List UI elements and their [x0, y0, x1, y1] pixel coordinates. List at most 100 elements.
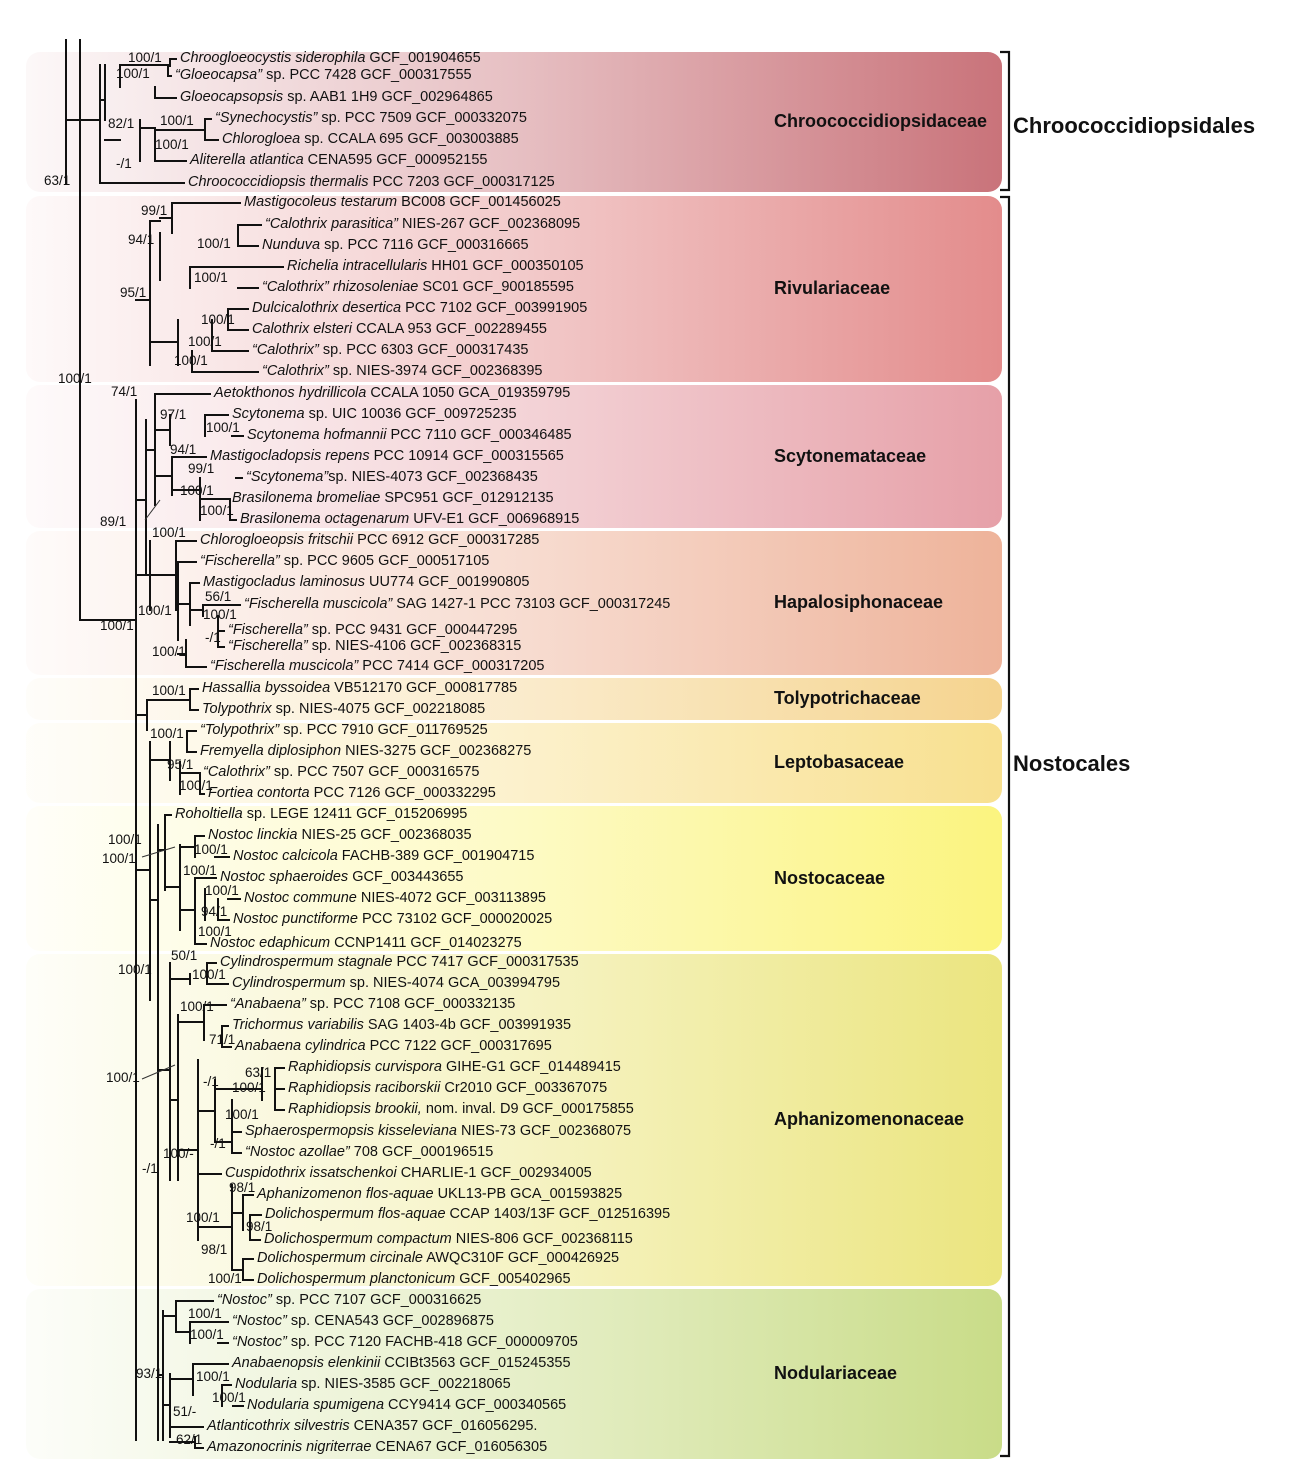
support-value: 95/1 [120, 285, 147, 300]
taxon-label: Tolypothrix sp. NIES-4075 GCF_002218085 [202, 701, 486, 717]
support-value: 51/- [173, 1404, 197, 1419]
taxon-label: Richelia intracellularis HH01 GCF_000350… [287, 258, 584, 274]
family-label: Rivulariaceae [774, 278, 891, 298]
taxon-label: Roholtiella sp. LEGE 12411 GCF_015206995 [175, 806, 468, 822]
support-value: 97/1 [160, 407, 187, 422]
family-label: Nodulariaceae [774, 1363, 898, 1383]
taxon-label: Trichormus variabilis SAG 1403-4b GCF_00… [232, 1017, 572, 1033]
support-value: 100/1 [232, 1080, 266, 1095]
taxon-label: “Calothrix parasitica” NIES-267 GCF_0023… [265, 216, 581, 232]
taxon-label: Nodularia spumigena CCY9414 GCF_00034056… [247, 1397, 567, 1413]
support-value: 100/1 [201, 312, 235, 327]
family-band-chroococcidiopsidaceae [26, 52, 1002, 192]
family-label: Leptobasaceae [774, 752, 905, 772]
family-band-tolypotrichaceae [26, 678, 1002, 720]
taxon-label: Cylindrospermum stagnale PCC 7417 GCF_00… [220, 954, 579, 970]
support-value: 100/1 [58, 371, 92, 386]
taxon-label: “Calothrix” sp. NIES-3974 GCF_002368395 [262, 363, 543, 379]
taxon-label: “Gloeocapsa” sp. PCC 7428 GCF_000317555 [175, 67, 472, 83]
family-label: Scytonemataceae [774, 445, 927, 466]
taxon-label: Cuspidothrix issatschenkoi CHARLIE-1 GCF… [225, 1165, 592, 1181]
taxon-label: “Calothrix” rhizosoleniae SC01 GCF_90018… [262, 279, 574, 295]
taxon-label: Calothrix elsteri CCALA 953 GCF_00228945… [252, 321, 547, 337]
support-value: 100/1 [160, 113, 194, 128]
taxon-label: Dolichospermum circinale AWQC310F GCF_00… [257, 1250, 620, 1266]
taxon-label: Chroococcidiopsis thermalis PCC 7203 GCF… [188, 174, 555, 190]
taxon-label: Nostoc punctiforme PCC 73102 GCF_0000200… [233, 911, 553, 927]
support-value: 100/1 [197, 236, 231, 251]
taxon-label: Fortiea contorta PCC 7126 GCF_000332295 [208, 785, 496, 801]
support-value: 100/1 [152, 525, 186, 540]
support-value: 100/1 [116, 66, 150, 81]
support-value: 100/1 [212, 1390, 246, 1405]
support-value: 100/1 [200, 503, 234, 518]
support-value: 100/1 [108, 832, 142, 847]
family-band-nodulariaceae [26, 1289, 1002, 1459]
family-label: Aphanizomenonaceae [774, 1109, 965, 1129]
support-value: 100/1 [198, 924, 232, 939]
support-value: 94/1 [201, 904, 228, 919]
support-value: 50/1 [171, 948, 198, 963]
family-band-scytonemataceae [26, 385, 1002, 528]
support-value: 62/1 [176, 1432, 203, 1447]
support-value: -/1 [116, 156, 132, 171]
taxon-label: Aphanizomenon flos-aquae UKL13-PB GCA_00… [257, 1186, 623, 1202]
taxon-label: Chlorogloeopsis fritschii PCC 6912 GCF_0… [200, 532, 540, 548]
order-bracket [1000, 195, 1011, 1458]
taxon-label: Mastigocoleus testarum BC008 GCF_0014560… [244, 194, 561, 210]
support-value: 100/1 [188, 334, 222, 349]
taxon-label: “Fischerella muscicola” PCC 7414 GCF_000… [210, 658, 545, 674]
support-value: 100/1 [174, 353, 208, 368]
taxon-label: Raphidiopsis raciborskii Cr2010 GCF_0033… [288, 1080, 608, 1096]
taxon-label: Brasilonema bromeliae SPC951 GCF_0129121… [232, 490, 554, 506]
support-value: 95/1 [167, 757, 194, 772]
support-value: -/1 [205, 630, 221, 645]
family-band-hapalosiphonaceae [26, 531, 1002, 675]
support-value: 82/1 [108, 116, 135, 131]
support-value: 94/1 [128, 232, 155, 247]
taxon-label: Nunduva sp. PCC 7116 GCF_000316665 [262, 237, 529, 253]
support-value: 100/1 [150, 726, 184, 741]
family-label: Hapalosiphonaceae [774, 592, 944, 612]
support-value: 94/1 [170, 442, 197, 457]
taxon-label: Anabaena cylindrica PCC 7122 GCF_0003176… [235, 1038, 552, 1054]
support-value: 98/1 [246, 1219, 273, 1234]
support-value: 100/1 [194, 842, 228, 857]
taxon-label: Brasilonema octagenarum UFV-E1 GCF_00696… [240, 511, 580, 527]
support-value: 100/1 [100, 618, 134, 633]
taxon-label: Gloeocapsopsis sp. AAB1 1H9 GCF_00296486… [180, 89, 493, 105]
taxon-label: “Fischerella muscicola” SAG 1427-1 PCC 7… [244, 596, 671, 612]
taxon-label: Dolichospermum compactum NIES-806 GCF_00… [264, 1231, 633, 1247]
family-band-aphanizomenonaceae [26, 954, 1002, 1286]
taxon-label: “Nostoc” sp. CENA543 GCF_002896875 [232, 1313, 494, 1329]
support-value: 100/1 [180, 483, 214, 498]
support-value: 74/1 [111, 384, 138, 399]
support-value: 98/1 [229, 1180, 256, 1195]
taxon-label: Cylindrospermum sp. NIES-4074 GCA_003994… [232, 975, 561, 991]
support-pointer [141, 1064, 176, 1080]
taxon-label: Nostoc calcicola FACHB-389 GCF_001904715 [233, 848, 535, 864]
support-value: 100/- [163, 1146, 194, 1161]
support-value: 100/1 [179, 778, 213, 793]
support-value: 100/1 [196, 1369, 230, 1384]
support-value: 89/1 [100, 514, 127, 529]
family-band-rivulariaceae [26, 196, 1002, 382]
taxon-label: “Scytonema”sp. NIES-4073 GCF_002368435 [246, 469, 538, 485]
taxon-label: “Calothrix” sp. PCC 6303 GCF_000317435 [252, 342, 529, 358]
support-value: 100/1 [203, 607, 237, 622]
support-value: 63/1 [44, 173, 71, 188]
support-pointer [144, 499, 161, 521]
order-label: Nostocales [1013, 751, 1131, 776]
taxon-label: “Fischerella” sp. PCC 9431 GCF_000447295 [228, 622, 518, 638]
taxon-label: Dolichospermum flos-aquae CCAP 1403/13F … [265, 1206, 671, 1222]
support-value: 93/1 [136, 1366, 163, 1381]
taxon-label: Amazonocrinis nigriterrae CENA67 GCF_016… [207, 1439, 548, 1455]
taxon-label: Sphaerospermopsis kisseleviana NIES-73 G… [245, 1123, 632, 1139]
support-value: 100/1 [106, 1070, 140, 1085]
support-value: 100/1 [180, 999, 214, 1014]
support-value: 100/1 [138, 603, 172, 618]
taxon-label: Scytonema hofmannii PCC 7110 GCF_0003464… [247, 427, 572, 443]
